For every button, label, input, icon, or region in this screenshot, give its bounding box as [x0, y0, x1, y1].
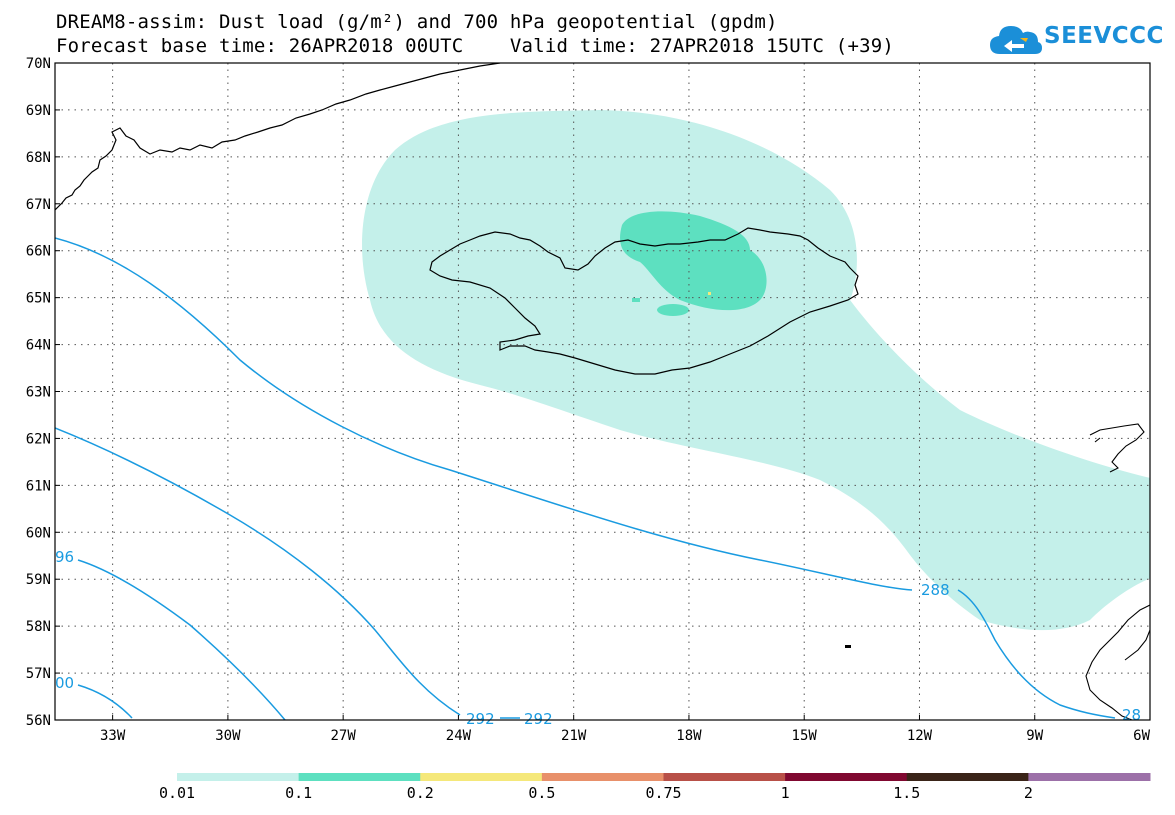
latitude-label: 62N: [26, 431, 51, 447]
colorbar-labels: 0.01 0.1 0.2 0.5 0.75 1 1.5 2: [159, 784, 1033, 802]
greenland-coastline: [55, 63, 501, 211]
latitude-labels: 70N 69N 68N 67N 66N 65N 64N 63N 62N 61N 60N 59N 58N 5…: [26, 56, 51, 729]
iceland-coastline: [429, 227, 859, 375]
longitude-label: 21W: [561, 728, 587, 744]
latitude-label: 60N: [26, 525, 51, 541]
dust-area-mid: [620, 211, 767, 311]
colorbar-label: 0.01: [159, 784, 195, 802]
longitude-label: 9W: [1026, 728, 1043, 744]
latitude-label: 63N: [26, 385, 51, 401]
map-subtitle: Forecast base time: 26APR2018 00UTC Vali…: [56, 35, 895, 57]
latitude-label: 57N: [26, 666, 51, 682]
colorbar-segment: [541, 773, 664, 781]
latitude-label: 58N: [26, 619, 51, 635]
dust-area-mid-small: [657, 304, 689, 316]
contour-label: 288: [921, 581, 950, 599]
axis-ticks: [55, 62, 1151, 721]
colorbar-segment: [420, 773, 543, 781]
colorbar-segment: [298, 773, 421, 781]
colorbar-label: 2: [1024, 784, 1033, 802]
latitude-label: 59N: [26, 572, 51, 588]
latitude-label: 69N: [26, 103, 51, 119]
contour-300: [77, 684, 133, 719]
colorbar-label: 0.5: [528, 784, 555, 802]
longitude-labels: 33W 30W 27W 24W 21W 18W 15W 12W 9W 6W: [100, 728, 1151, 744]
latitude-label: 61N: [26, 478, 51, 494]
longitude-label: 12W: [907, 728, 933, 744]
longitude-label: 15W: [792, 728, 818, 744]
latitude-label: 70N: [26, 56, 51, 72]
contour-label: 292: [524, 710, 553, 728]
latitude-label: 68N: [26, 150, 51, 166]
dust-area-mid-dot: [632, 298, 640, 302]
map-title: DREAM8-assim: Dust load (g/m²) and 700 h…: [56, 11, 778, 33]
contour-288-b: [957, 589, 1116, 719]
latitude-label: 64N: [26, 338, 51, 354]
longitude-label: 27W: [331, 728, 357, 744]
colorbar-label: 0.1: [285, 784, 312, 802]
contour-288: [55, 237, 913, 591]
colorbar-label: 1: [781, 784, 790, 802]
scotland-coastline: [1085, 604, 1150, 720]
colorbar-label: 0.75: [645, 784, 681, 802]
cloud-logo-icon: [990, 26, 1042, 54]
longitude-label: 30W: [215, 728, 241, 744]
colorbar-label: 0.2: [407, 784, 434, 802]
colorbar-segment: [785, 773, 908, 781]
colorbar-segment: [906, 773, 1029, 781]
contour-296: [77, 559, 286, 720]
dust-area-low: [362, 110, 1150, 631]
contour-label: 292: [466, 710, 495, 728]
seevccc-logo: SEEVCCC: [990, 20, 1163, 60]
latitude-label: 67N: [26, 197, 51, 213]
longitude-label: 18W: [676, 728, 702, 744]
longitude-label: 33W: [100, 728, 126, 744]
graticule: [55, 63, 1150, 720]
colorbar-label: 1.5: [893, 784, 920, 802]
dust-point-yellow: [708, 292, 711, 295]
latitude-label: 66N: [26, 244, 51, 260]
latitude-label: 56N: [26, 713, 51, 729]
island-dot: [845, 645, 851, 648]
longitude-label: 24W: [446, 728, 472, 744]
geopotential-contours: [55, 237, 1116, 720]
contour-292: [55, 427, 461, 716]
colorbar-segment: [1028, 773, 1151, 781]
contour-label: 28: [1122, 706, 1141, 724]
logo-text: SEEVCCC: [1044, 23, 1164, 49]
faroe-coastline: [1089, 423, 1145, 473]
contour-label: 00: [55, 674, 74, 692]
longitude-label: 6W: [1133, 728, 1150, 744]
map-area: [55, 63, 1150, 720]
colorbar-segment: [663, 773, 786, 781]
colorbar: [177, 773, 1151, 781]
colorbar-segment: [177, 773, 300, 781]
latitude-label: 65N: [26, 291, 51, 307]
contour-label: 96: [55, 548, 74, 566]
